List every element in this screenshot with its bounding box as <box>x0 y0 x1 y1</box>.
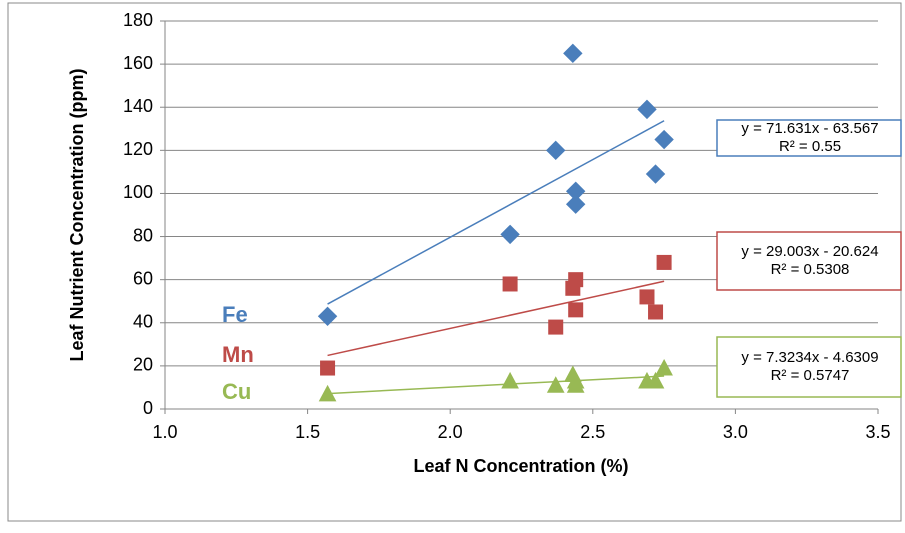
x-tick-label: 3.5 <box>865 422 890 442</box>
equation-text: R² = 0.5308 <box>771 261 850 278</box>
y-tick-label: 20 <box>133 355 153 375</box>
x-tick-label: 2.5 <box>580 422 605 442</box>
y-axis-title: Leaf Nutrient Concentration (ppm) <box>67 69 87 362</box>
point <box>502 276 518 292</box>
equation-box <box>716 231 902 291</box>
x-tick-label: 2.0 <box>438 422 463 442</box>
trendline <box>327 375 665 395</box>
y-tick-label: 80 <box>133 225 153 245</box>
x-axis-title: Leaf N Concentration (%) <box>413 456 628 476</box>
trendline <box>327 280 665 357</box>
point <box>639 289 655 305</box>
series-label: Cu <box>222 379 251 404</box>
point <box>318 384 337 402</box>
y-tick-label: 40 <box>133 312 153 332</box>
point <box>648 304 664 320</box>
x-tick-label: 1.0 <box>152 422 177 442</box>
x-tick-label: 1.5 <box>295 422 320 442</box>
equation-text: y = 7.3234x - 4.6309 <box>741 349 878 366</box>
y-tick-label: 120 <box>123 139 153 159</box>
equation-box <box>716 336 902 398</box>
y-tick-label: 140 <box>123 96 153 116</box>
point <box>500 224 520 245</box>
point <box>646 371 665 389</box>
point <box>501 371 519 389</box>
y-tick-label: 0 <box>143 398 153 418</box>
equation-text: R² = 0.55 <box>779 138 841 155</box>
equation-text: y = 29.003x - 20.624 <box>741 243 878 260</box>
point <box>637 99 657 120</box>
point <box>655 358 673 376</box>
point <box>548 319 564 335</box>
point <box>546 140 566 161</box>
point <box>568 302 584 318</box>
y-tick-label: 100 <box>123 182 153 202</box>
x-tick-label: 3.0 <box>723 422 748 442</box>
equation-text: y = 71.631x - 63.567 <box>741 120 878 137</box>
point <box>656 254 672 270</box>
point <box>645 164 666 184</box>
point <box>563 43 583 64</box>
y-tick-label: 160 <box>123 53 153 73</box>
point <box>654 129 674 150</box>
point <box>317 306 338 327</box>
point <box>320 360 336 376</box>
series-label: Mn <box>222 342 254 367</box>
trendline <box>327 120 665 305</box>
equation-box <box>716 119 902 157</box>
y-tick-label: 60 <box>133 268 153 288</box>
point <box>546 376 565 393</box>
equation-text: R² = 0.5747 <box>771 367 850 384</box>
point <box>568 272 584 288</box>
point <box>566 376 585 393</box>
y-tick-label: 180 <box>123 10 153 30</box>
point <box>565 194 586 214</box>
series-label: Fe <box>222 302 248 327</box>
